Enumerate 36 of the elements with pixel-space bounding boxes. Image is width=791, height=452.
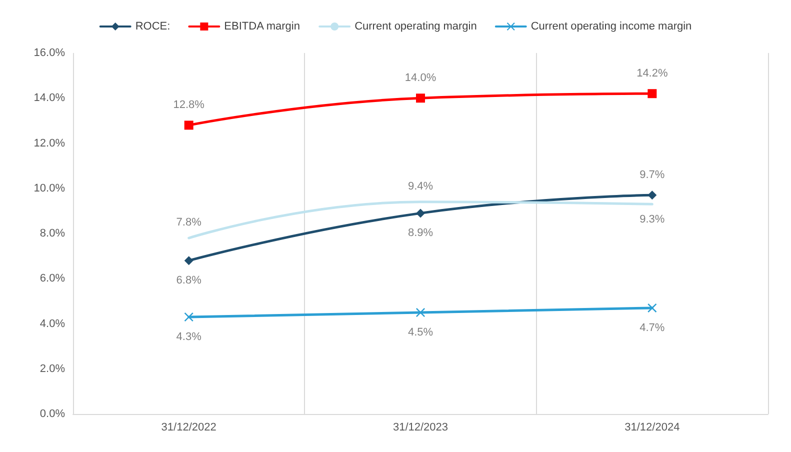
legend-label: Current operating margin	[354, 20, 477, 32]
point	[648, 303, 657, 312]
data-label: 9.3%	[640, 214, 665, 226]
data-label: 12.8%	[173, 99, 205, 112]
y-tick-label: 12.0%	[34, 137, 66, 150]
point	[416, 94, 425, 103]
point	[416, 208, 425, 218]
data-label: 4.3%	[176, 330, 202, 343]
data-label: 9.7%	[640, 169, 665, 182]
y-tick-label: 2.0%	[40, 362, 66, 375]
legend-label: ROCE:	[135, 20, 170, 32]
y-tick-label: 10.0%	[34, 182, 66, 194]
y-tick-label: 0.0%	[40, 408, 66, 420]
y-tick-label: 4.0%	[40, 318, 66, 330]
legend-label: Current operating income margin	[530, 20, 692, 32]
x-tick-label: 31/12/2023	[392, 422, 448, 434]
point	[648, 89, 657, 98]
point	[648, 190, 657, 200]
y-tick-label: 16.0%	[34, 47, 66, 59]
data-label: 9.4%	[408, 180, 434, 192]
data-label: 14.0%	[404, 72, 436, 84]
data-label: 7.8%	[176, 216, 202, 229]
x-tick-label: 31/12/2022	[161, 422, 216, 434]
legend-label: EBITDA margin	[224, 20, 300, 32]
point	[184, 256, 194, 266]
point	[184, 120, 194, 130]
y-tick-label: 14.0%	[34, 92, 66, 104]
data-label: 8.9%	[408, 227, 434, 240]
y-tick-label: 6.0%	[40, 272, 66, 285]
data-label: 4.7%	[640, 322, 665, 334]
point	[184, 312, 194, 322]
data-label: 14.2%	[636, 68, 668, 80]
y-tick-label: 8.0%	[40, 228, 66, 240]
data-label: 4.5%	[408, 326, 434, 338]
data-label: 6.8%	[176, 274, 202, 287]
x-tick-label: 31/12/2024	[624, 422, 680, 434]
